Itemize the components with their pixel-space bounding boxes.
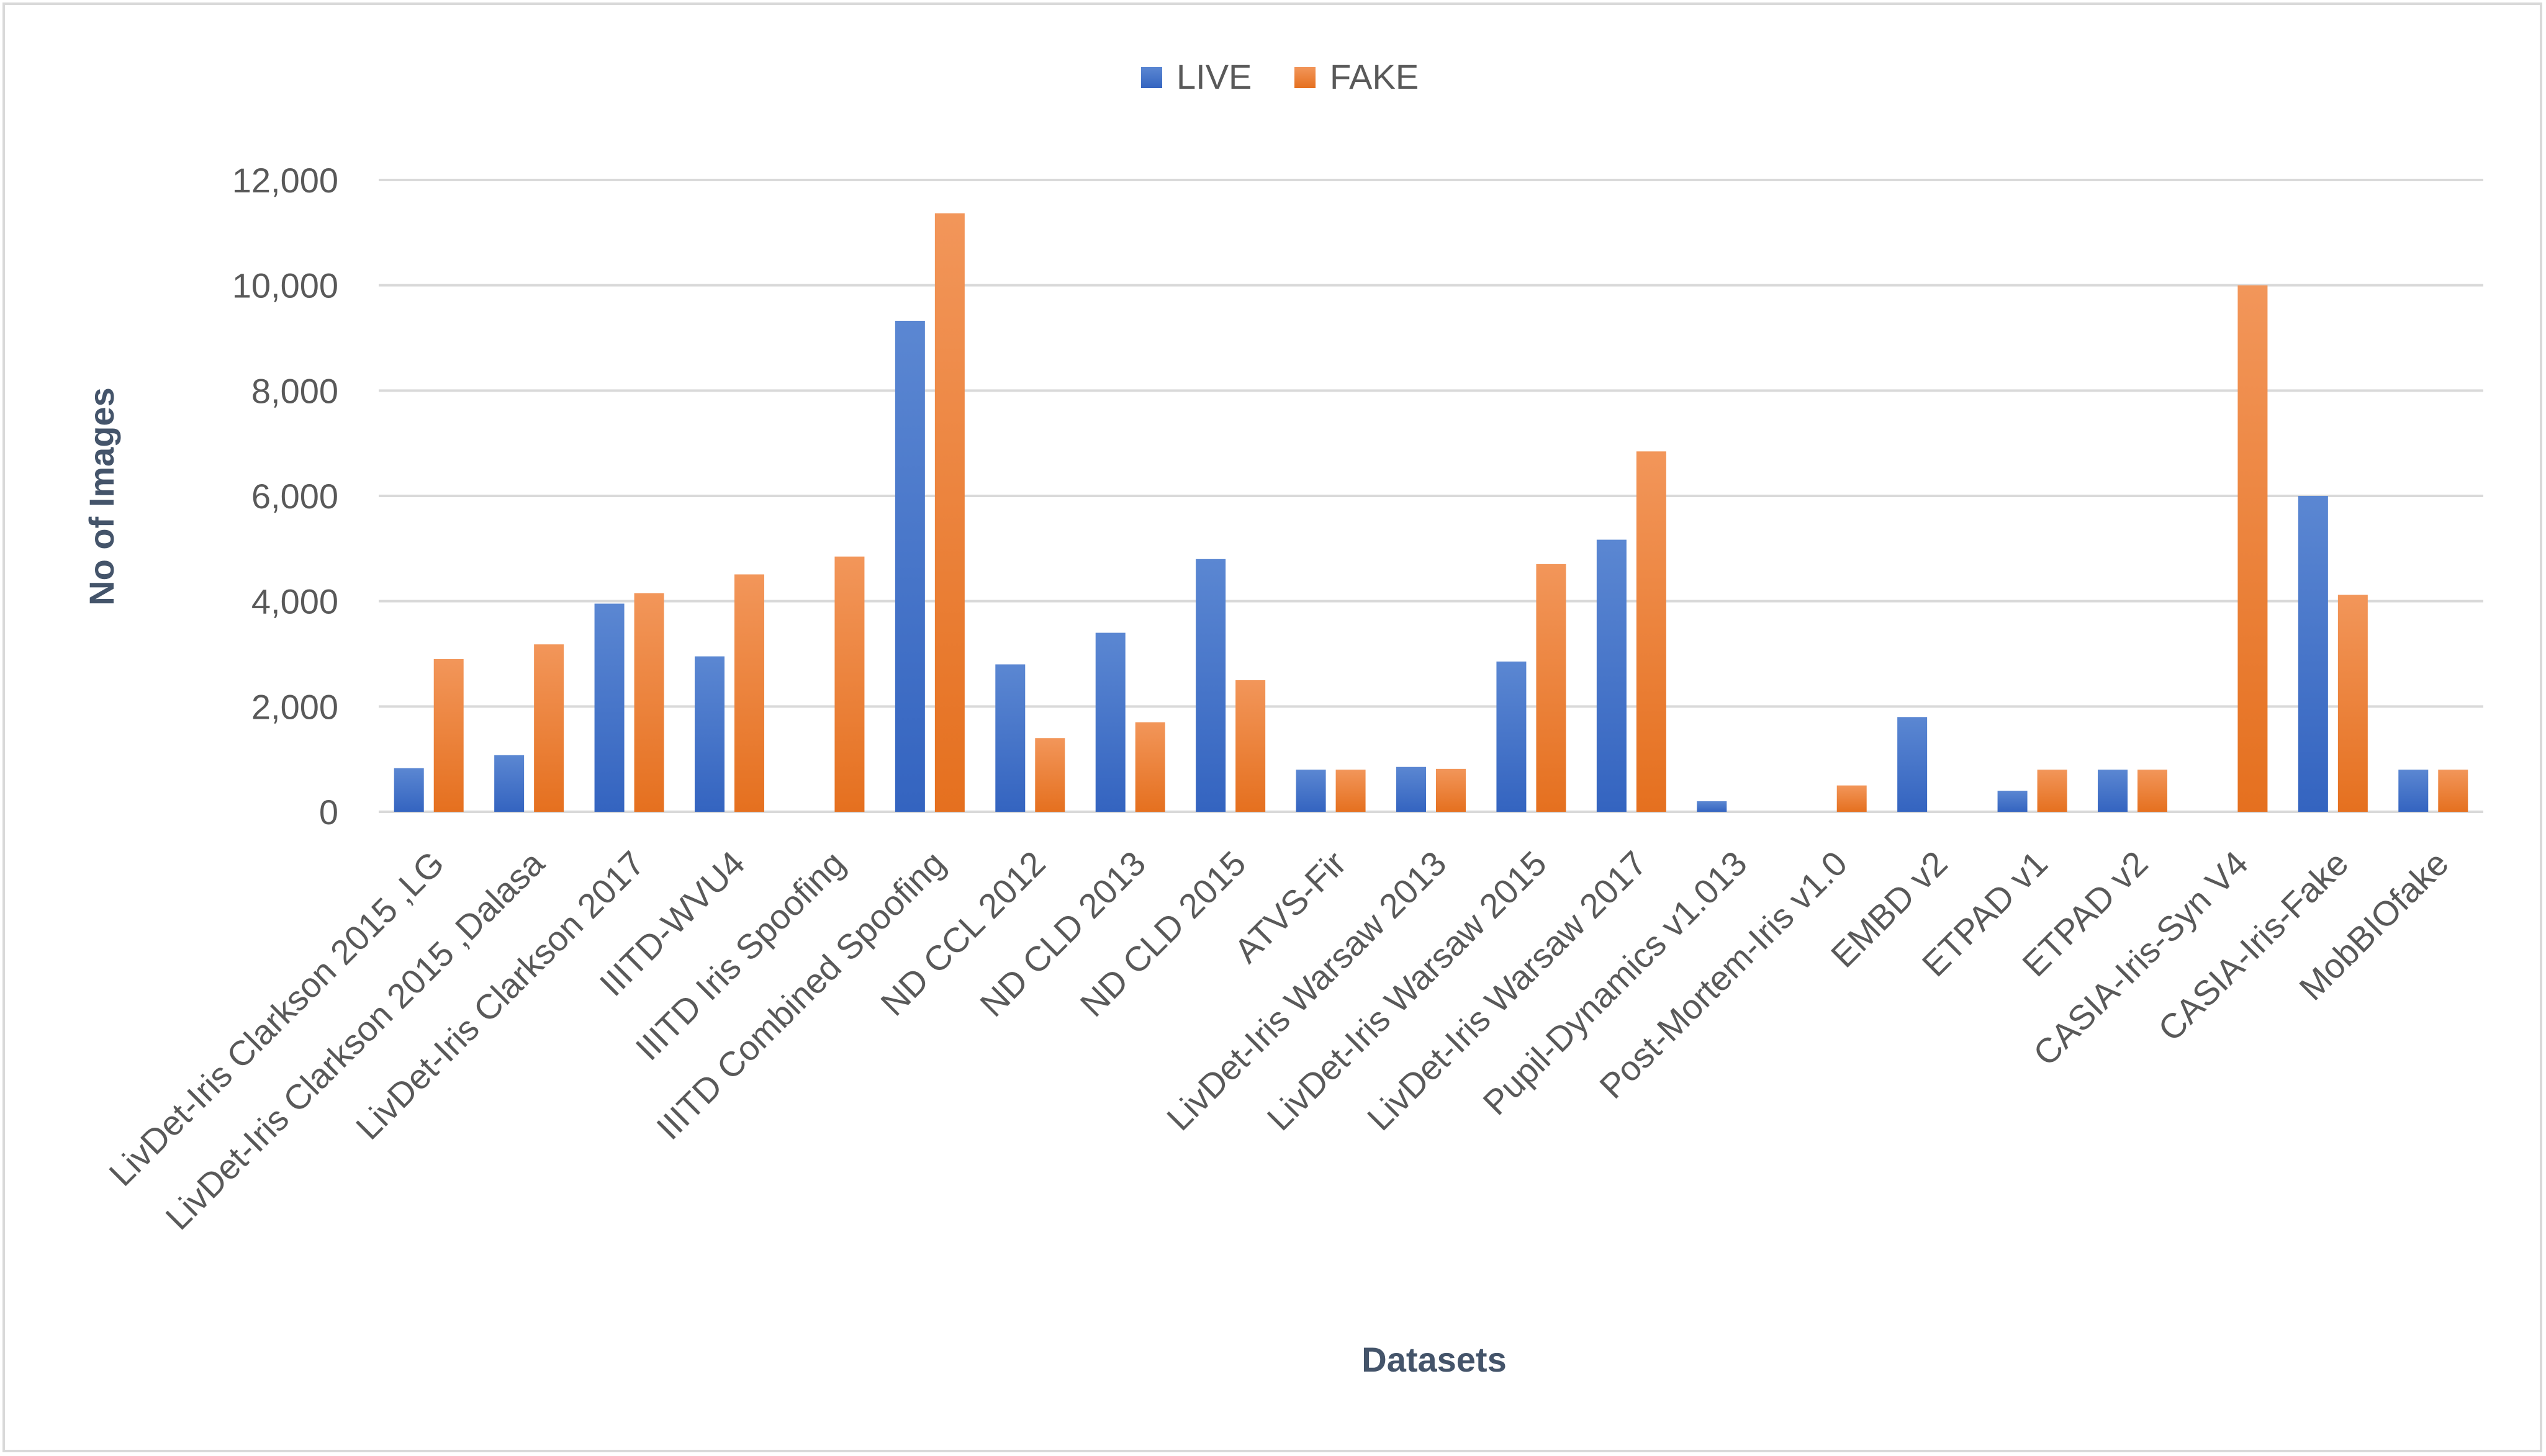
x-tick-label: LivDet-Iris Clarkson 2015 ,Dalasa <box>158 843 552 1237</box>
bar-live <box>1897 717 1928 812</box>
bar-fake <box>634 593 664 812</box>
bar-fake <box>2438 770 2468 812</box>
bar-fake <box>1135 722 1165 812</box>
bar-fake <box>1235 680 1266 812</box>
y-axis-title: No of Images <box>82 387 121 606</box>
bar-fake <box>1436 768 1466 812</box>
bar-live <box>2298 496 2328 812</box>
legend-swatch-live <box>1141 67 1162 88</box>
bar-fake <box>1836 785 1867 812</box>
bar-fake <box>433 658 464 812</box>
bar-live <box>2398 770 2429 812</box>
bar-fake <box>934 213 965 812</box>
bar-live <box>1196 559 1226 812</box>
bar-fake <box>534 644 564 812</box>
bar-live <box>1496 661 1527 812</box>
bar-fake <box>2037 770 2067 812</box>
bar-fake <box>2137 770 2167 812</box>
y-axis-ticks: 0 2,000 4,000 6,000 8,000 10,000 12,000 <box>232 161 338 832</box>
bar-live <box>695 656 725 812</box>
legend-label-fake: FAKE <box>1330 57 1419 96</box>
y-tick-label: 4,000 <box>251 582 338 621</box>
bar-live <box>1296 770 1326 812</box>
bar-fake <box>1035 738 1065 812</box>
bar-live <box>1997 791 2028 812</box>
bar-fake <box>1335 770 1366 812</box>
gridlines <box>379 179 2483 813</box>
bar-live <box>1596 539 1627 812</box>
bar-fake <box>734 574 764 812</box>
bar-fake <box>1536 564 1566 812</box>
y-tick-label: 12,000 <box>232 161 338 200</box>
y-tick-label: 2,000 <box>251 687 338 726</box>
legend-swatch-fake <box>1294 67 1316 88</box>
bar-live <box>1095 632 1126 812</box>
bar-fake <box>2337 595 2368 812</box>
bar-live <box>1697 801 1727 812</box>
bar-live <box>895 320 925 812</box>
x-axis-title: Datasets <box>1361 1340 1506 1379</box>
y-tick-label: 8,000 <box>251 371 338 410</box>
legend: LIVE FAKE <box>1141 57 1419 96</box>
x-axis-categories: LivDet-Iris Clarkson 2015 ,LGLivDet-Iris… <box>101 843 2456 1237</box>
y-tick-label: 0 <box>319 793 338 832</box>
bar-live <box>594 603 625 812</box>
bar-fake <box>2237 285 2268 812</box>
bar-live <box>394 768 424 812</box>
bar-fake <box>1636 451 1666 812</box>
y-tick-label: 10,000 <box>232 266 338 305</box>
bar-live <box>2098 770 2128 812</box>
y-tick-label: 6,000 <box>251 477 338 516</box>
bar-live <box>1396 766 1426 812</box>
bar-live <box>494 755 525 812</box>
bar-fake <box>834 556 865 812</box>
legend-label-live: LIVE <box>1176 57 1252 96</box>
bars-group <box>394 213 2468 812</box>
bar-live <box>995 664 1026 812</box>
